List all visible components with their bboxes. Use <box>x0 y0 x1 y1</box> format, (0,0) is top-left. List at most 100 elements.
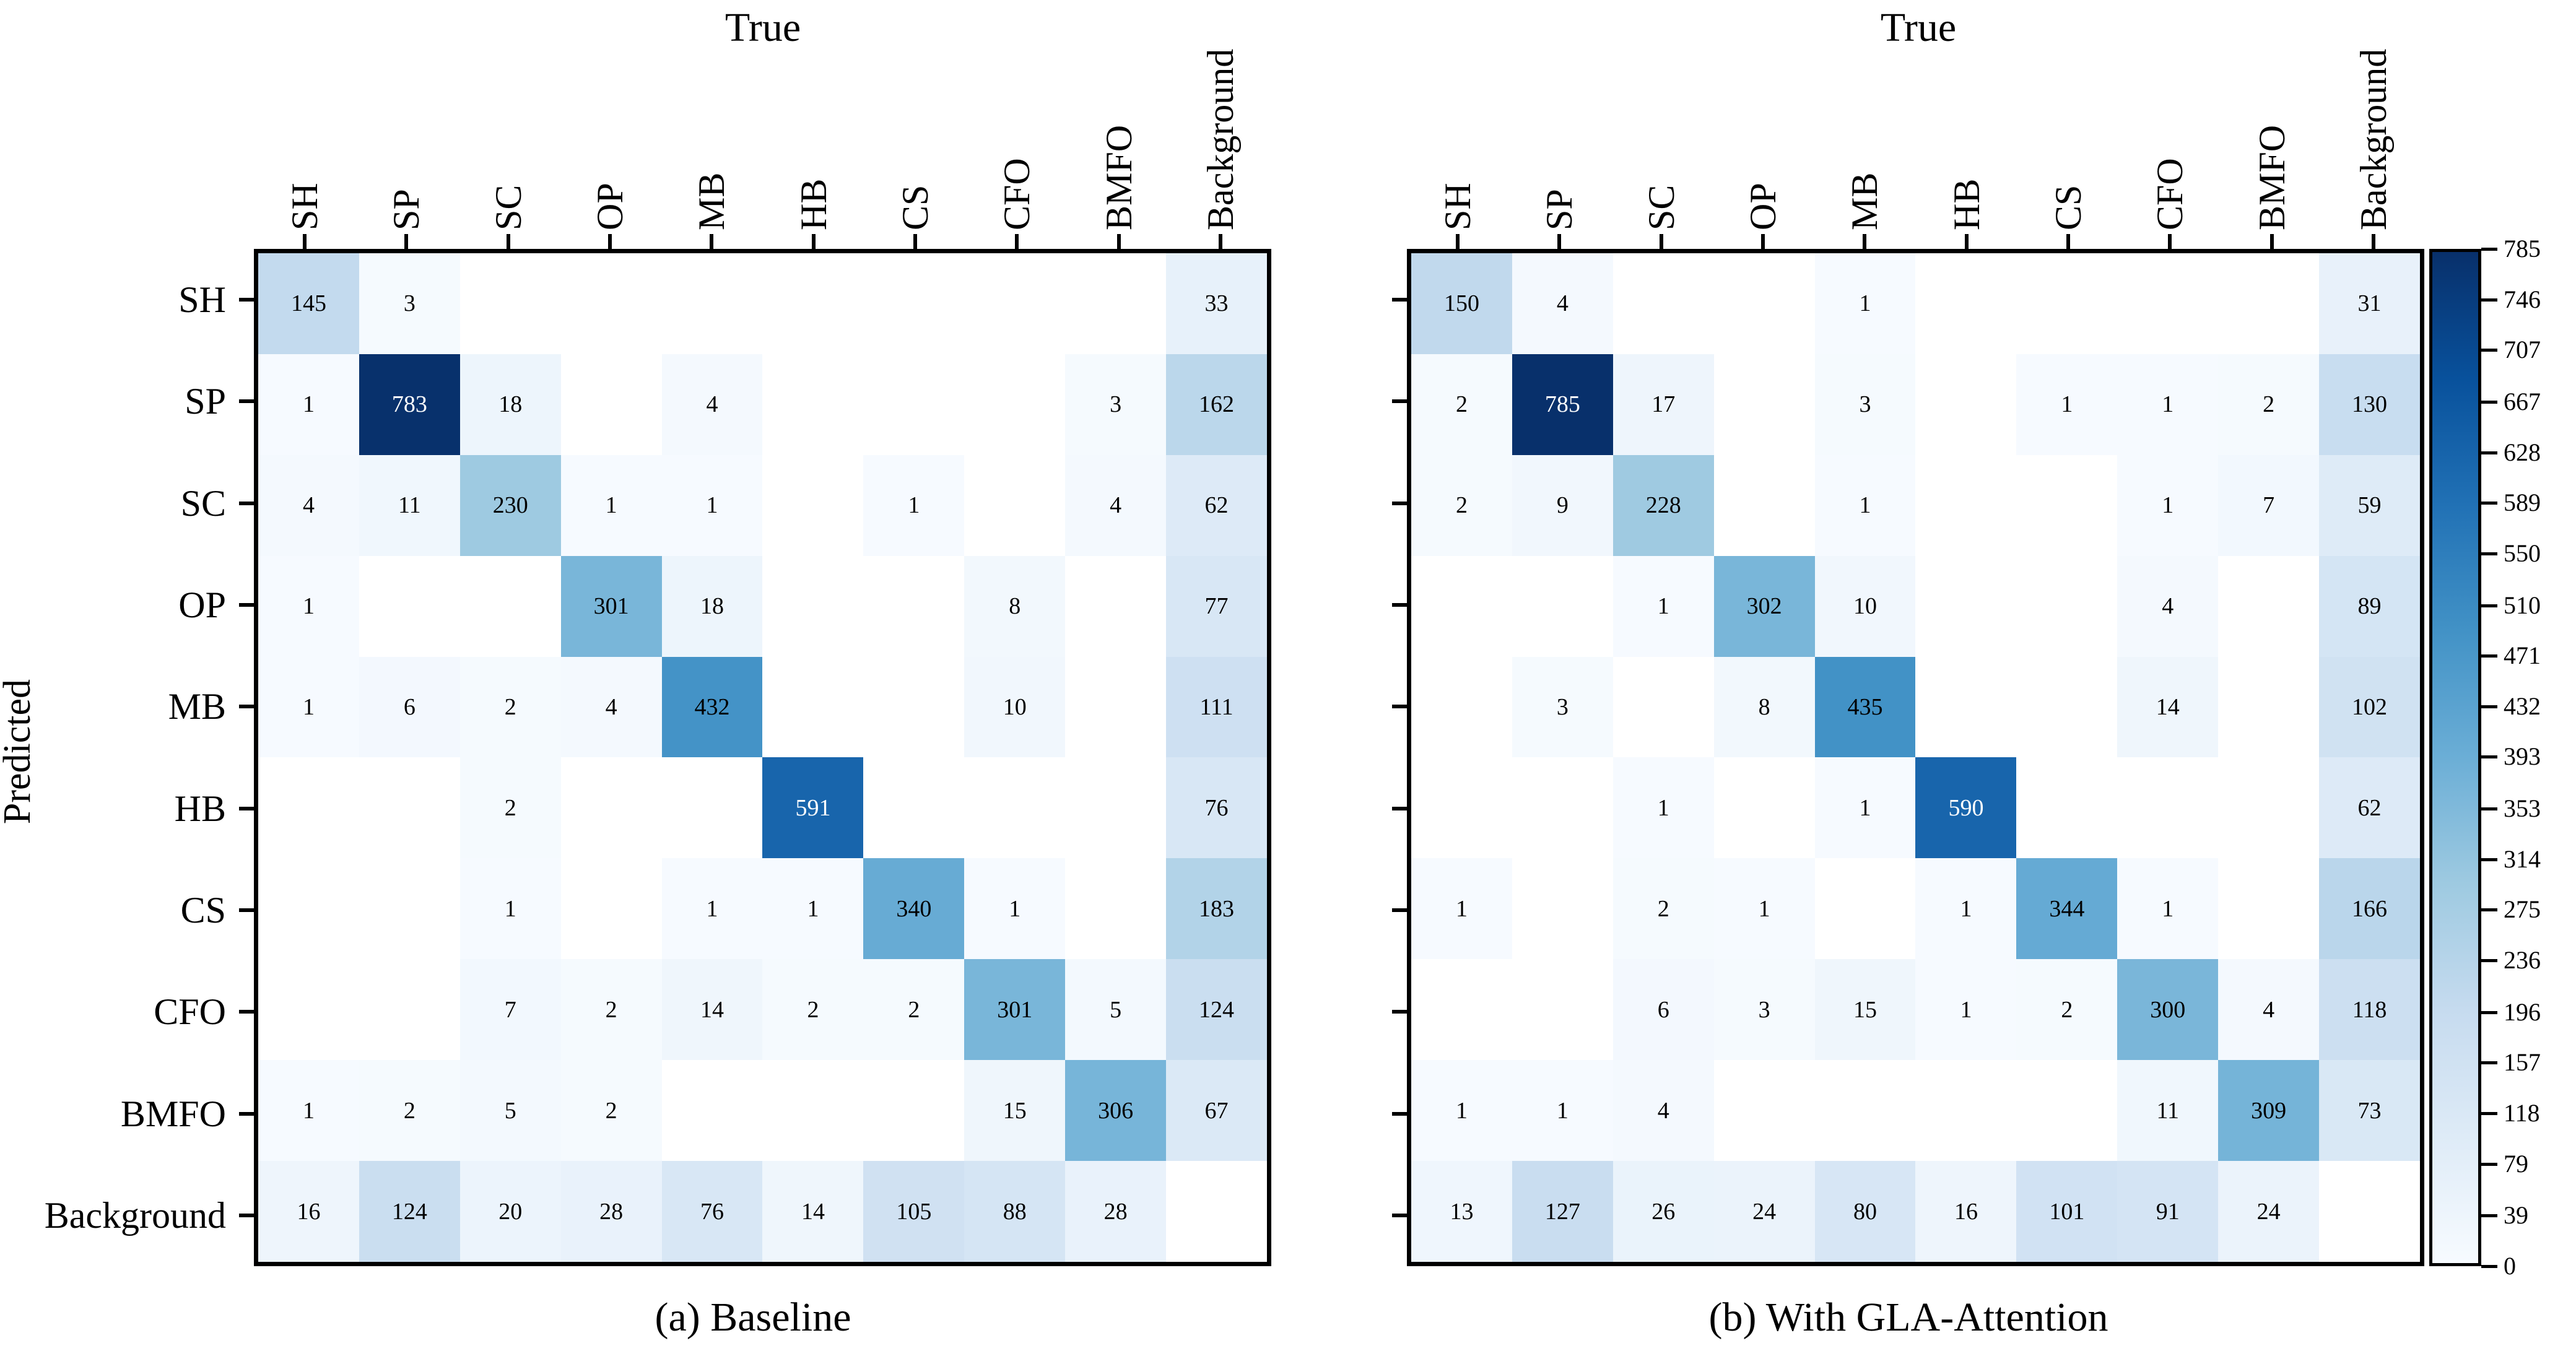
x-category-label: Background <box>1200 48 1241 230</box>
matrix-cell: 105 <box>863 1161 965 1262</box>
y-tick <box>1392 705 1408 708</box>
matrix-cell <box>762 253 864 354</box>
y-tick <box>239 705 255 708</box>
matrix-cell <box>1915 454 2017 556</box>
matrix-cell: 8 <box>964 555 1066 657</box>
matrix-cell: 162 <box>1166 354 1267 455</box>
y-tick <box>1392 1112 1408 1116</box>
matrix-cell: 1 <box>1713 858 1815 960</box>
colorbar-tick <box>2481 755 2497 758</box>
matrix-cell: 166 <box>2319 858 2420 960</box>
matrix-cell <box>661 1060 763 1162</box>
x-tick <box>1557 234 1561 250</box>
matrix-cell <box>762 555 864 657</box>
y-tick <box>239 1112 255 1116</box>
colorbar-tick-label: 628 <box>2504 438 2541 466</box>
matrix-cell <box>1915 354 2017 455</box>
matrix-cell <box>762 1060 864 1162</box>
matrix-cell <box>1915 1060 2017 1162</box>
matrix-cell: 14 <box>661 959 763 1061</box>
matrix-cell: 2 <box>560 959 662 1061</box>
matrix-cell: 1 <box>863 454 965 556</box>
heatmap-grid: 145 3 33 1 783 18 4 3 162 4 11 230 1 1 1 4 62 1 301 18 8 77 1 6… <box>254 249 1271 1266</box>
colorbar-tick-label: 157 <box>2504 1048 2541 1076</box>
matrix-cell <box>1065 555 1167 657</box>
matrix-cell: 783 <box>359 354 460 455</box>
matrix-cell: 1 <box>661 858 763 960</box>
matrix-cell: 435 <box>1814 656 1916 758</box>
matrix-cell: 3 <box>1713 959 1815 1061</box>
matrix-cell: 3 <box>1065 354 1167 455</box>
x-category-label: CS <box>2048 185 2089 230</box>
matrix-cell <box>863 253 965 354</box>
colorbar-tick <box>2481 401 2497 404</box>
matrix-cell <box>560 253 662 354</box>
matrix-cell: 2 <box>863 959 965 1061</box>
y-tick <box>239 1214 255 1217</box>
x-category-label: BMFO <box>2252 124 2292 230</box>
matrix-cell <box>863 1060 965 1162</box>
matrix-cell: 150 <box>1411 253 1512 354</box>
matrix-cell: 2 <box>1411 454 1512 556</box>
x-category-label: OP <box>590 183 630 230</box>
matrix-cell: 62 <box>2319 757 2420 859</box>
x-category-label: MB <box>1844 172 1885 230</box>
matrix-cell: 302 <box>1713 555 1815 657</box>
colorbar-tick <box>2481 908 2497 911</box>
x-tick <box>913 234 917 250</box>
matrix-cell <box>1065 656 1167 758</box>
matrix-cell <box>2218 253 2320 354</box>
matrix-cell: 124 <box>1166 959 1267 1061</box>
matrix-cell: 145 <box>258 253 359 354</box>
colorbar-tick <box>2481 1163 2497 1166</box>
matrix-cell <box>964 454 1066 556</box>
colorbar-tick-label: 667 <box>2504 388 2541 415</box>
y-tick <box>1392 807 1408 810</box>
matrix-cell <box>1713 757 1815 859</box>
matrix-cell: 24 <box>2218 1161 2320 1262</box>
y-tick <box>239 502 255 505</box>
colorbar-tick <box>2481 1011 2497 1014</box>
y-axis-label: Predicted <box>0 679 38 825</box>
colorbar-tick <box>2481 1112 2497 1115</box>
matrix-cell: 2 <box>762 959 864 1061</box>
matrix-cell: 62 <box>1166 454 1267 556</box>
matrix-cell: 18 <box>661 555 763 657</box>
matrix-cell: 2 <box>2016 959 2118 1061</box>
colorbar-tick-label: 236 <box>2504 946 2541 974</box>
matrix-cell <box>1512 959 1613 1061</box>
x-tick <box>2168 234 2172 250</box>
x-category-label: BMFO <box>1099 124 1139 230</box>
matrix-cell <box>661 757 763 859</box>
matrix-cell: 101 <box>2016 1161 2118 1262</box>
matrix-cell: 28 <box>560 1161 662 1262</box>
matrix-cell: 2 <box>1411 354 1512 455</box>
matrix-cell: 4 <box>1612 1060 1714 1162</box>
x-category-label: CFO <box>996 158 1037 230</box>
x-category-label: SP <box>1539 189 1580 230</box>
matrix-cell: 6 <box>1612 959 1714 1061</box>
matrix-cell: 18 <box>459 354 561 455</box>
matrix-cell <box>258 959 359 1061</box>
x-category-label: CS <box>895 185 936 230</box>
matrix-cell: 127 <box>1512 1161 1613 1262</box>
matrix-cell <box>1915 555 2017 657</box>
x-tick <box>1761 234 1765 250</box>
matrix-cell <box>2319 1161 2420 1262</box>
matrix-cell: 26 <box>1612 1161 1714 1262</box>
matrix-cell <box>2218 757 2320 859</box>
x-axis-title-baseline: True <box>724 5 801 50</box>
matrix-cell: 1 <box>258 1060 359 1162</box>
matrix-cell: 73 <box>2319 1060 2420 1162</box>
matrix-cell: 309 <box>2218 1060 2320 1162</box>
matrix-cell: 11 <box>2117 1060 2219 1162</box>
matrix-cell: 3 <box>359 253 460 354</box>
colorbar-gradient <box>2429 249 2481 1266</box>
y-category-label: Background <box>44 1195 226 1236</box>
y-category-label: BMFO <box>120 1093 226 1134</box>
matrix-cell: 31 <box>2319 253 2420 354</box>
matrix-cell: 1 <box>258 656 359 758</box>
matrix-cell: 1 <box>258 354 359 455</box>
matrix-cell: 2 <box>2218 354 2320 455</box>
matrix-cell: 20 <box>459 1161 561 1262</box>
